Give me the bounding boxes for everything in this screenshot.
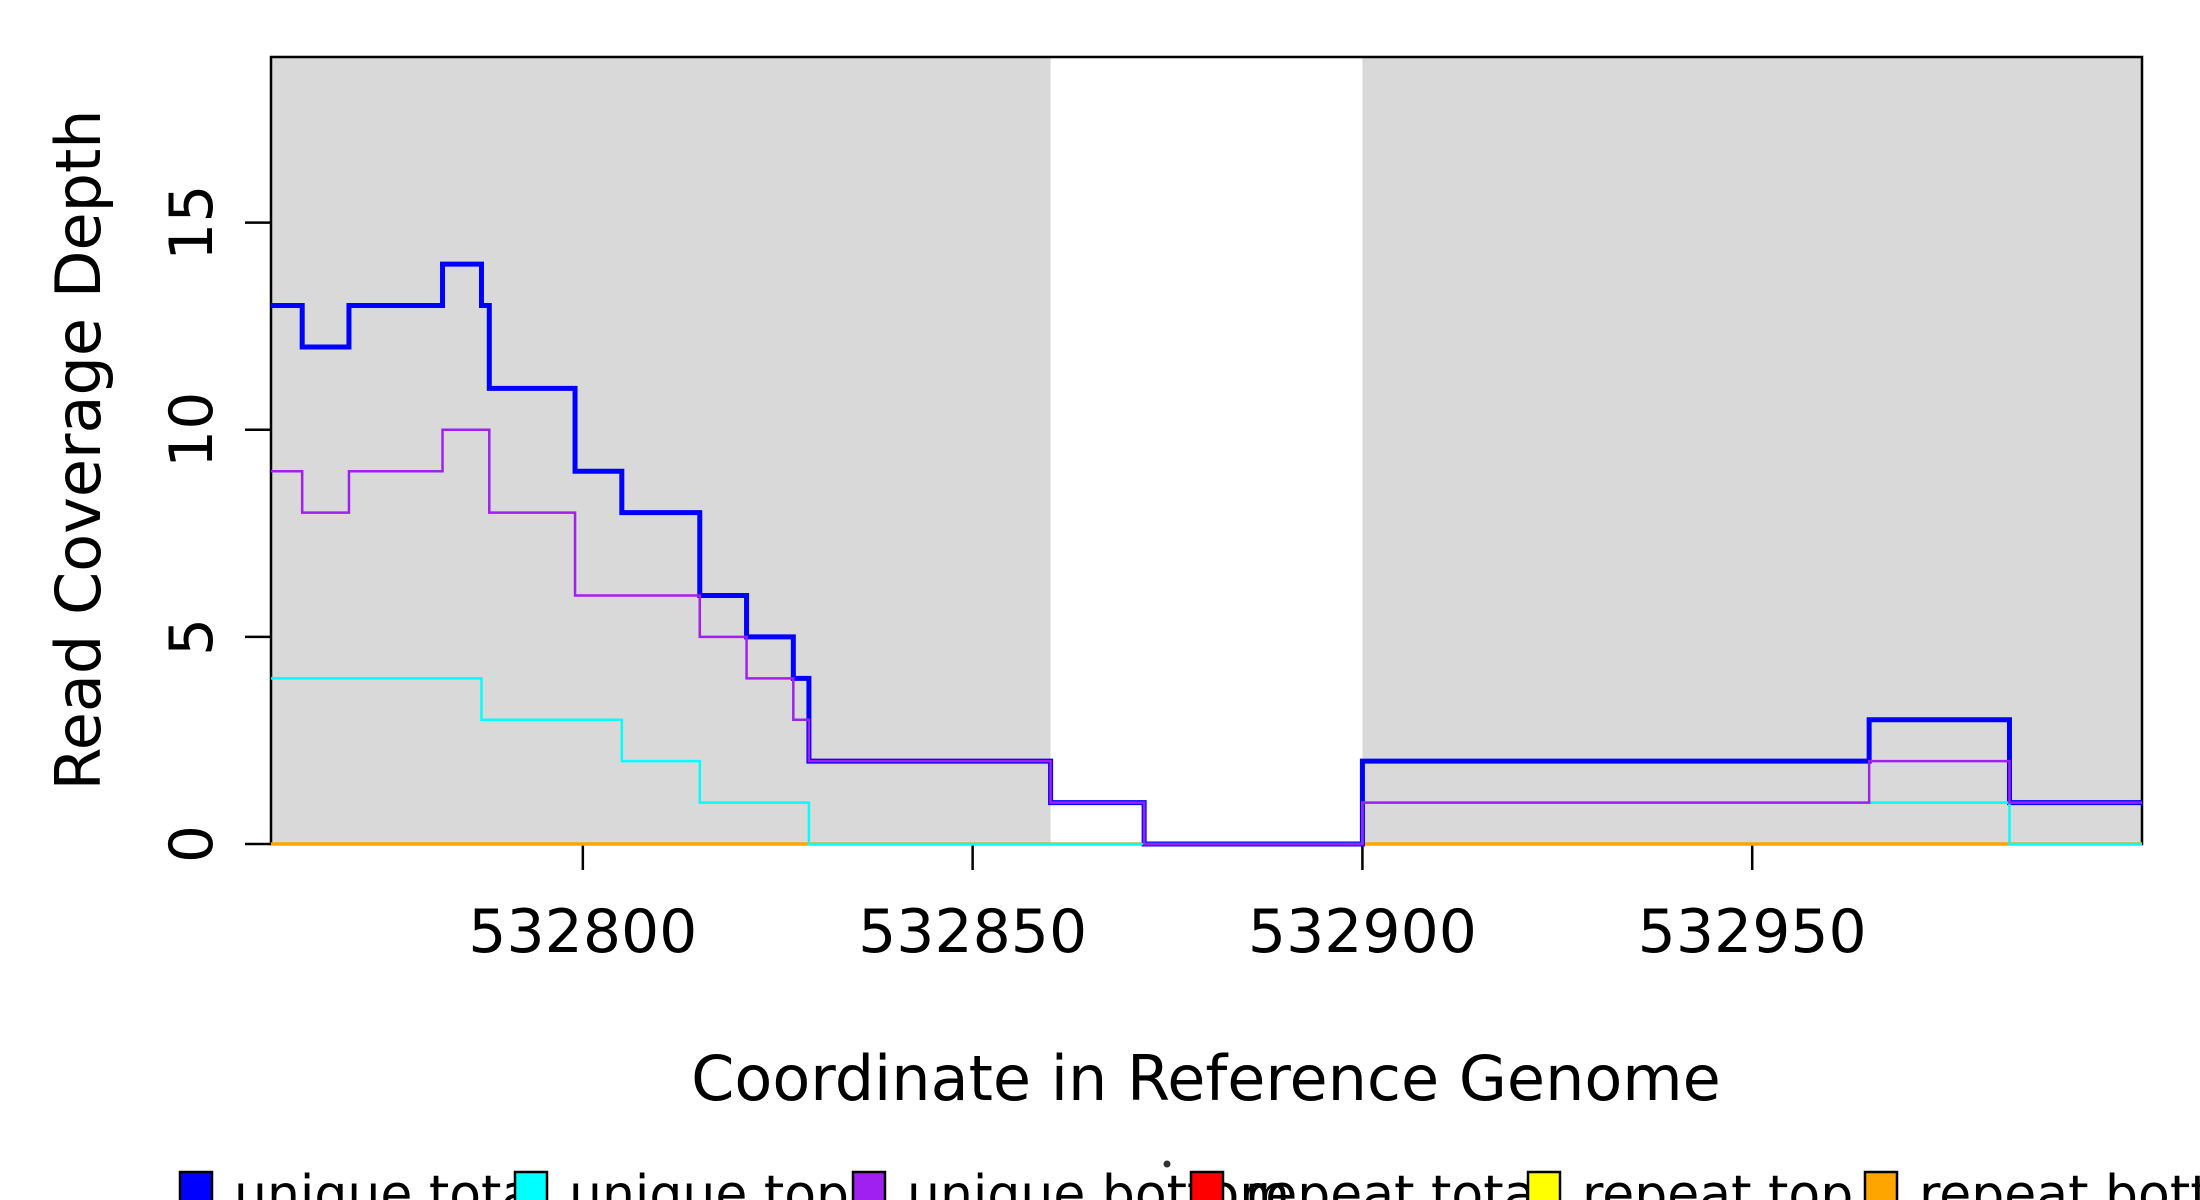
x-axis-ticks: 532800 532850 532900 532950 xyxy=(468,844,1867,967)
legend-swatch xyxy=(1863,1170,1899,1200)
legend-item-label: unique bottom xyxy=(907,1165,1290,1200)
legend-swatch xyxy=(178,1170,214,1200)
y-tick-label: 0 xyxy=(157,825,227,863)
legend-item: unique total xyxy=(178,1165,548,1200)
legend: unique total unique top unique bottomrepea… xyxy=(178,1165,2200,1200)
y-axis-title: Read Coverage Depth xyxy=(42,109,115,790)
x-tick-label: 532900 xyxy=(1248,897,1477,967)
legend-item: unique bottom xyxy=(851,1165,1290,1200)
legend-item-label: repeat top xyxy=(1582,1165,1853,1200)
series-step-lines xyxy=(271,261,2142,847)
legend-item-label: repeat bottom xyxy=(1919,1165,2200,1200)
shaded-regions xyxy=(271,57,2142,844)
x-tick-label: 532850 xyxy=(858,897,1087,967)
series-line-unique-top xyxy=(271,677,2142,846)
y-tick-label: 5 xyxy=(157,618,227,656)
y-tick-label: 15 xyxy=(157,185,227,261)
legend-item-label: repeat total xyxy=(1245,1165,1550,1200)
x-axis-title: Coordinate in Reference Genome xyxy=(691,1042,1721,1115)
x-tick-label: 532950 xyxy=(1638,897,1867,967)
legend-item: repeat bottom xyxy=(1863,1165,2200,1200)
legend-item-label: unique top xyxy=(569,1165,849,1200)
series-line-unique-bottom xyxy=(271,428,2142,846)
shaded-band xyxy=(1362,57,2142,844)
legend-swatch xyxy=(1526,1170,1562,1200)
legend-item: repeat total xyxy=(1189,1165,1550,1200)
legend-item-label: unique total xyxy=(234,1165,548,1200)
shaded-band xyxy=(271,57,1051,844)
y-axis-ticks: 0 5 10 15 xyxy=(157,185,271,863)
legend-item: unique top xyxy=(513,1165,849,1200)
legend-stray-dot xyxy=(1163,1160,1171,1168)
x-tick-label: 532800 xyxy=(468,897,697,967)
y-tick-label: 10 xyxy=(157,392,227,468)
legend-item: repeat top xyxy=(1526,1165,1853,1200)
legend-swatch xyxy=(1189,1170,1225,1200)
legend-swatch xyxy=(513,1170,549,1200)
legend-swatch xyxy=(851,1170,887,1200)
